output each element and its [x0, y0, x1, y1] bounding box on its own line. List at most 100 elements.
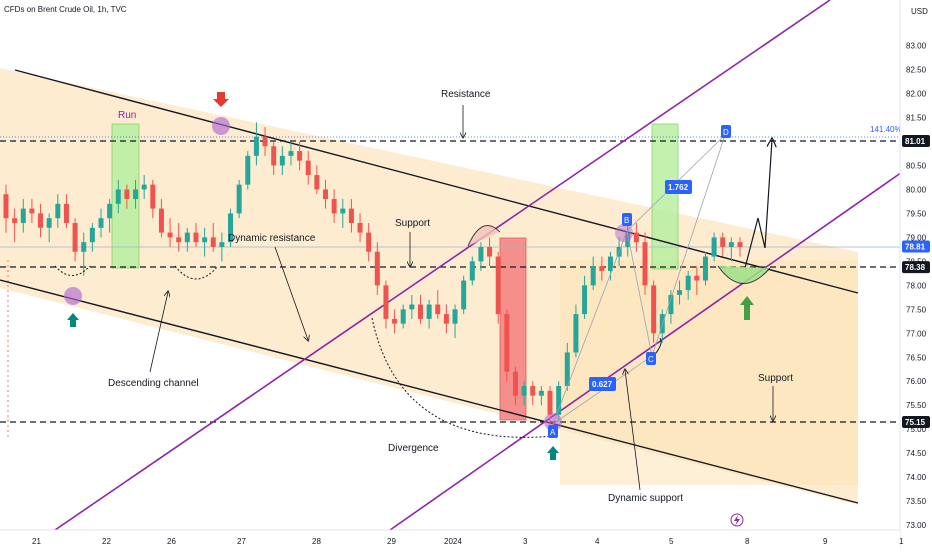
point-c-label: C — [648, 355, 654, 364]
candle-body — [12, 218, 18, 223]
green-up-arrow-left — [67, 313, 79, 327]
y-tick-label: 75.00 — [906, 425, 927, 434]
dynamic-resistance-label: Dynamic resistance — [228, 233, 316, 244]
x-tick-label: 2024 — [444, 537, 462, 546]
candle-body — [29, 208, 35, 214]
y-tick-label: 82.00 — [906, 90, 927, 99]
pivot-circle-b — [615, 224, 633, 242]
candle-body — [651, 285, 657, 334]
y-ticks: 83.0082.5082.0081.5081.0080.5080.0079.50… — [902, 42, 930, 530]
point-b-box — [622, 213, 632, 226]
candle-body — [262, 136, 268, 147]
y-tick-label: 79.00 — [906, 233, 927, 242]
pivot-circle-top — [212, 117, 230, 135]
x-tick-label: 1 — [899, 537, 904, 546]
candle-body — [452, 309, 458, 324]
candle-body — [642, 242, 648, 286]
harmonic-pattern — [552, 134, 726, 425]
green-up-arrow-mid — [547, 446, 559, 460]
candle-body — [38, 213, 44, 228]
candle-body — [20, 208, 26, 223]
price-tag-label: 75.15 — [905, 418, 926, 427]
candle-body — [271, 146, 277, 166]
y-tick-label: 78.00 — [906, 281, 927, 290]
candle-body — [633, 232, 639, 243]
point-c-box — [646, 352, 656, 365]
descending-channel-label: Descending channel — [108, 378, 199, 389]
divergence-label: Divergence — [388, 443, 439, 454]
candle-body — [685, 275, 691, 291]
candle-body — [590, 266, 596, 286]
candle-body — [383, 285, 389, 319]
candle-body — [348, 208, 354, 223]
candle-body — [478, 246, 484, 262]
currency-label: USD — [911, 7, 928, 16]
y-tick-label: 73.50 — [906, 497, 927, 506]
ratio-2-box — [589, 377, 616, 391]
support-top-label: Support — [395, 218, 430, 229]
ratio-1-box — [665, 180, 692, 194]
y-tick-label: 74.00 — [906, 473, 927, 482]
candle-body — [737, 242, 743, 247]
candle-body — [435, 304, 441, 315]
y-tick-label: 75.50 — [906, 401, 927, 410]
candle-body — [288, 151, 294, 156]
run-label: Run — [118, 110, 136, 121]
price-tag-label: 78.38 — [905, 263, 926, 272]
candle-body — [443, 314, 449, 324]
candle-body — [202, 237, 208, 243]
point-d-box — [721, 125, 731, 138]
y-tick-label: 77.50 — [906, 305, 927, 314]
price-tag-box — [902, 416, 930, 428]
candle-body — [124, 189, 130, 200]
candle-body — [495, 256, 501, 315]
arrow-desc-channel — [149, 292, 168, 373]
candle-body — [374, 251, 380, 286]
candle-body — [504, 314, 510, 372]
candle-body — [702, 256, 708, 281]
candle-body — [469, 261, 475, 281]
candle-body — [607, 256, 613, 271]
price-tag-box — [902, 240, 930, 253]
projection-zigzag — [744, 140, 772, 269]
channel-upper-line — [14, 69, 859, 294]
candle-body — [167, 232, 173, 238]
candle-body — [400, 309, 406, 324]
y-tick-label: 81.50 — [906, 114, 927, 123]
pivot-circle-bottom — [64, 287, 82, 305]
x-tick-label: 5 — [669, 537, 674, 546]
price-tag-box — [902, 261, 930, 274]
y-tick-label: 83.00 — [906, 42, 927, 51]
chart-title: CFDs on Brent Crude Oil, 1h, TVC — [4, 5, 127, 14]
candle-body — [409, 304, 415, 310]
arc-top — [467, 225, 501, 247]
y-tick-label: 73.00 — [906, 521, 927, 530]
candle-body — [115, 189, 121, 204]
x-tick-label: 3 — [523, 537, 528, 546]
price-tag-label: 78.81 — [905, 242, 926, 251]
candle-body — [720, 237, 726, 247]
price-axis — [900, 0, 932, 550]
lightning-glyph — [734, 515, 740, 526]
time-axis — [0, 530, 900, 550]
y-tick-label: 80.00 — [906, 185, 927, 194]
ratio-1-label: 1.762 — [668, 183, 689, 192]
x-tick-label: 22 — [102, 537, 111, 546]
candle-body — [98, 218, 104, 228]
candle-body — [711, 237, 717, 257]
candle-body — [728, 242, 734, 247]
x-tick-label: 9 — [823, 537, 828, 546]
candle-body — [210, 237, 216, 247]
y-tick-label: 82.50 — [906, 66, 927, 75]
arrow-dyn-support — [625, 370, 641, 491]
candle-body — [107, 203, 113, 219]
candle-body — [366, 232, 372, 252]
candle-body — [219, 242, 225, 247]
candle-body — [487, 246, 493, 257]
candle-body — [63, 203, 69, 223]
point-b-label: B — [624, 216, 629, 225]
lightning-icon[interactable] — [730, 513, 744, 527]
candle-body — [426, 304, 432, 319]
candle-body — [193, 232, 199, 243]
